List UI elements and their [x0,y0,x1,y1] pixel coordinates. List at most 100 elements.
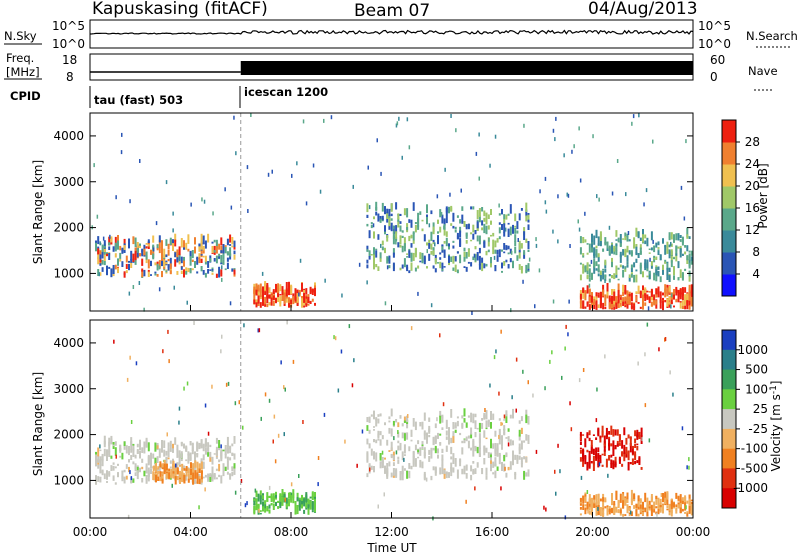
heatmap-cell [595,505,598,508]
heatmap-cell [635,509,638,517]
heatmap-cell [196,271,199,274]
heatmap-cell [675,507,678,511]
heatmap-cell [520,457,523,462]
heatmap-cell [478,447,481,457]
colorbar-tick-label: -100 [741,442,768,456]
heatmap-cell [375,452,378,462]
heatmap-cell [485,437,488,440]
heatmap-cell [443,266,446,268]
heatmap-cell [507,213,510,216]
heatmap-cell [381,450,384,455]
heatmap-cell [132,285,135,289]
heatmap-cell [211,456,214,465]
heatmap-cell [629,437,632,447]
heatmap-cell [646,497,649,506]
heatmap-cell [218,463,221,472]
heatmap-cell [569,244,571,248]
heatmap-cell [421,219,424,222]
heatmap-cell [628,274,631,278]
heatmap-cell [505,414,508,423]
heatmap-cell [470,474,473,481]
heatmap-cell [425,477,428,482]
heatmap-cell [452,436,455,443]
heatmap-cell [121,471,124,479]
heatmap-cell [611,299,613,309]
heatmap-cell [112,444,115,447]
heatmap-cell [154,271,157,274]
heatmap-cell [514,234,517,242]
heatmap-cell [677,277,680,281]
heatmap-cell [638,113,640,118]
heatmap-cell [159,476,162,481]
heatmap-cell [525,414,528,424]
heatmap-cell [309,500,312,510]
heatmap-cell [494,249,497,254]
heatmap-cell [690,250,693,256]
heatmap-cell [448,243,450,248]
heatmap-cell [172,228,174,233]
heatmap-cell [646,275,649,278]
heatmap-cell [305,288,308,295]
heatmap-cell [275,297,277,304]
heatmap-cell [277,297,280,302]
heatmap-cell [272,503,275,507]
heatmap-cell [233,453,236,460]
heatmap-cell [599,270,602,278]
heatmap-cell [395,239,398,242]
heatmap-cell [653,272,656,281]
heatmap-cell [233,436,236,444]
heatmap-cell [608,431,611,435]
heatmap-cell [605,458,608,468]
heatmap-cell [414,267,417,272]
heatmap-cell [595,294,598,299]
heatmap-cell [196,472,199,478]
xtick-label: 00:00 [676,525,711,539]
heatmap-cell [161,445,163,453]
heatmap-cell [221,265,223,270]
heatmap-cell [165,457,168,463]
heatmap-cell [430,243,433,250]
heatmap-cell [185,466,188,471]
heatmap-cell [373,426,375,428]
heatmap-cell [155,463,157,469]
heatmap-cell [375,250,378,258]
heatmap-cell [525,434,528,441]
heatmap-cell [165,473,168,479]
heatmap-cell [294,501,297,506]
heatmap-cell [296,492,299,500]
heatmap-cell [301,298,303,308]
heatmap-cell [99,272,102,276]
heatmap-cell [356,463,358,468]
heatmap-cell [642,509,644,512]
heatmap-cell [187,478,190,483]
heatmap-cell [615,239,618,241]
heatmap-cell [136,470,139,480]
heatmap-cell [442,402,445,407]
heatmap-cell [268,495,271,498]
heatmap-cell [226,436,229,445]
heatmap-cell [565,324,567,329]
heatmap-cell [597,452,600,459]
heatmap-cell [459,230,462,238]
heatmap-cell [290,482,293,487]
heatmap-cell [461,423,464,428]
heatmap-cell [586,449,589,453]
freq-tick-bottom: 8 [66,70,74,84]
heatmap-cell [305,303,308,305]
heatmap-cell [366,438,369,445]
heatmap-cell [403,457,405,462]
ytick-label: 3000 [53,382,84,396]
heatmap-cell [233,250,236,255]
heatmap-cell [406,253,409,255]
heatmap-cell [597,460,600,468]
heatmap-cell [381,202,384,212]
heatmap-cell [99,476,102,483]
heatmap-cell [659,296,662,303]
heatmap-cell [388,420,391,423]
heatmap-cell [156,445,159,449]
heatmap-cell [401,465,404,475]
heatmap-cell [567,193,570,198]
heatmap-cell [588,462,591,469]
heatmap-cell [655,256,658,260]
heatmap-cell [489,383,491,388]
